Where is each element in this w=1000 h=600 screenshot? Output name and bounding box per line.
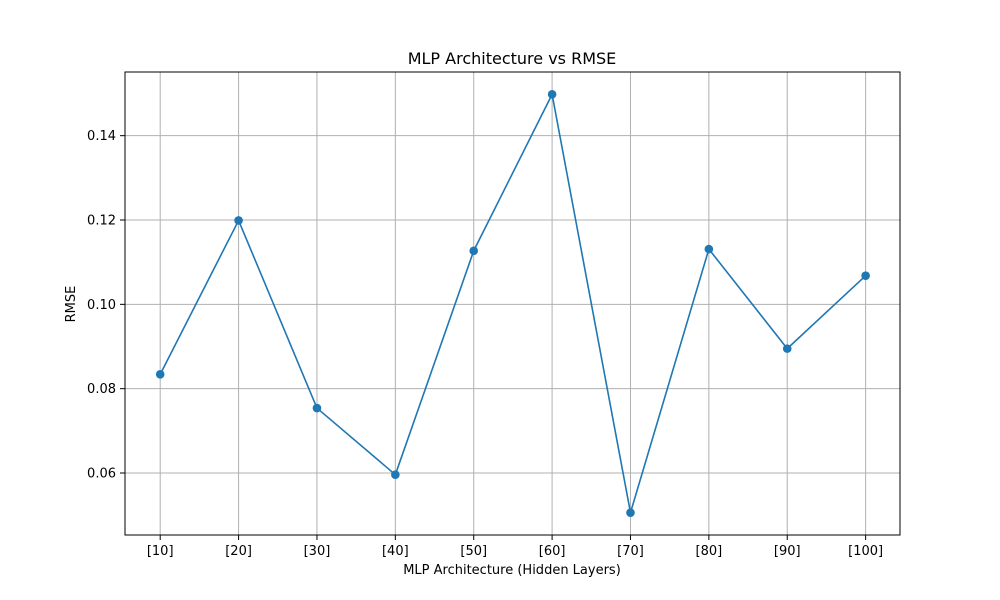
series-layer (155, 90, 870, 517)
data-point (861, 271, 870, 280)
y-tick-label: 0.06 (87, 467, 116, 482)
x-tick-label: [100] (848, 544, 883, 559)
x-tick-label: [30] (304, 544, 331, 559)
x-tick-label: [90] (774, 544, 801, 559)
x-tick-label: [10] (147, 544, 174, 559)
plot-area-frame (124, 71, 901, 536)
x-tick-label: [40] (382, 544, 409, 559)
data-point (312, 403, 322, 413)
data-point (626, 508, 635, 517)
y-tick-label: 0.12 (87, 214, 116, 229)
chart-title: MLP Architecture vs RMSE (408, 49, 617, 68)
series-line (159, 93, 867, 514)
x-tick-label: [70] (617, 544, 644, 559)
x-tick-label: [20] (225, 544, 252, 559)
data-point (155, 370, 165, 379)
data-point (234, 216, 243, 225)
data-point (469, 246, 479, 256)
x-tick-label: [50] (460, 544, 487, 559)
y-axis: 0.06 0.08 0.10 0.12 0.14 (87, 129, 125, 482)
grid (125, 72, 900, 535)
x-tick-label: [80] (696, 544, 723, 559)
y-tick-label: 0.08 (87, 382, 116, 397)
x-tick-label: [60] (539, 544, 566, 559)
x-axis: [10] [20] [30] [40] [50] [60] [70] [80] [90] [100… (147, 535, 883, 559)
y-tick-label: 0.14 (87, 129, 116, 144)
data-point (391, 470, 400, 480)
data-point (547, 90, 557, 99)
x-axis-title: MLP Architecture (Hidden Layers) (403, 563, 621, 578)
y-tick-label: 0.10 (87, 298, 116, 313)
data-point (782, 344, 792, 353)
y-axis-title: RMSE (64, 286, 79, 323)
data-point (704, 244, 714, 254)
